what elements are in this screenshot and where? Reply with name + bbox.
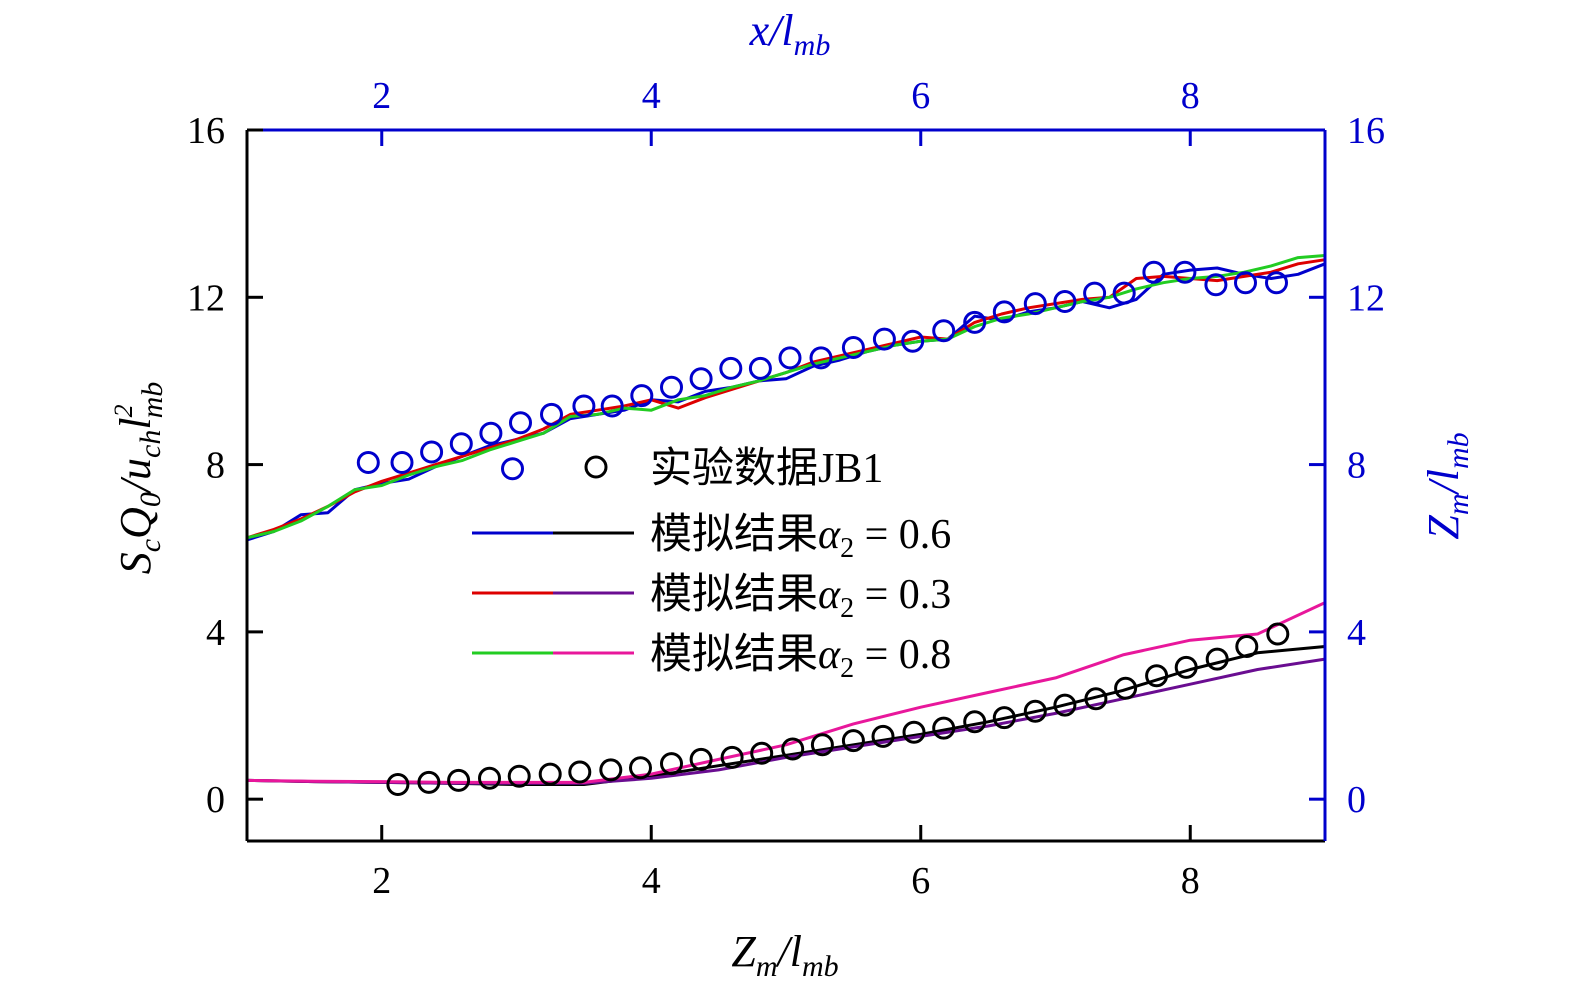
bottom-tick-label: 8 [1181,860,1200,902]
series-0-point [1083,281,1107,305]
series-0-point [872,327,896,351]
series-0-point [1265,271,1288,295]
series-0-point [600,394,624,418]
series-0-point [660,375,683,399]
left-tick-label: 16 [187,110,225,152]
series-1-point [781,737,805,761]
axis-ticks: 2 4 6 8 2 4 6 8 0 4 8 12 16 0 4 8 12 16 [187,75,1385,902]
legend-label-0.8: 模拟结果α2 = 0.8 [650,632,951,684]
series-1-point [1053,693,1077,717]
series-1-point [1266,622,1290,646]
series-7-line [246,601,1326,784]
series-0-point [509,411,532,435]
series-0-point [1142,260,1166,284]
series-0-point [1234,271,1257,295]
series-1-point [386,773,410,796]
series-1-point [992,706,1016,730]
legend-label-0.3: 模拟结果α2 = 0.3 [650,572,951,624]
right-tick-label: 12 [1347,277,1385,319]
series-0-point [630,384,654,408]
series-0-point [1173,260,1197,284]
series-0-point [572,394,596,418]
series-1-point [660,752,683,776]
series-1-point [932,716,956,740]
series-1-point [447,768,471,792]
left-tick-label: 8 [206,445,225,487]
bottom-tick-label: 2 [372,860,391,902]
series-1-point [1235,635,1259,658]
series-1-point [841,729,865,753]
series-0-point [932,319,956,343]
series-0-point [992,300,1016,324]
right-tick-label: 0 [1347,779,1366,821]
series-1-point [689,747,713,771]
bottom-tick-label: 6 [911,860,930,902]
series-0-point [420,440,444,464]
series-0-point [479,421,503,445]
series-4-line [246,254,1326,540]
left-tick-label: 0 [206,779,225,821]
top-tick-label: 2 [372,75,391,117]
series-1-point [1174,655,1198,679]
series-1-point [1205,647,1229,671]
series-1-point [1114,676,1138,700]
series-1-point [810,733,834,757]
left-axis-title: ScQ0/uchl2mb [109,382,169,575]
series-0-point [809,346,833,370]
series-0-point [1023,292,1047,316]
series-0-point [540,402,563,426]
series-0-point [778,346,802,370]
series-0-point [1112,281,1136,305]
bottom-axis-title: Zm/lmb [731,927,838,983]
top-tick-label: 4 [642,75,661,117]
series-1-point [599,758,623,782]
series-1-point [963,710,987,734]
series-1-point [507,764,531,788]
series-1-point [568,760,592,784]
left-tick-label: 12 [187,277,225,319]
series-0-point [1053,290,1077,313]
series-1-point [478,766,501,790]
plot-frame [245,128,1327,843]
top-tick-label: 8 [1181,75,1200,117]
series-0-point [390,451,414,474]
series-3-line [246,258,1326,540]
top-tick-label: 6 [911,75,930,117]
series-1-point [1145,664,1169,688]
series-1-point [538,762,562,786]
series-0-point [449,432,473,456]
series-1-point [750,741,774,765]
series-1-point [720,745,744,769]
right-tick-label: 8 [1347,445,1366,487]
legend-marker-experiment [584,455,608,479]
series-1-point [1023,699,1047,723]
legend-label-experiment: 实验数据JB1 [650,445,883,492]
legend: 实验数据JB1 模拟结果α2 = 0.6 模拟结果α2 = 0.3 模拟结果α2… [472,445,951,684]
series-1-point [871,724,895,748]
series-1-point [629,756,652,780]
series-0-point [901,329,925,353]
top-axis-title: x/lmb [749,6,831,62]
series-2-line [246,262,1326,542]
series-0-point [719,356,743,380]
series-0-point [841,336,865,359]
series-points [356,260,1290,796]
series-0-point [748,356,772,380]
series-1-point [1084,687,1108,711]
series-0-point [1204,273,1228,297]
series-1-point [902,720,926,744]
legend-label-0.6: 模拟结果α2 = 0.6 [650,512,951,564]
right-tick-label: 4 [1347,612,1366,654]
series-0-point [963,310,987,334]
bottom-tick-label: 4 [642,860,661,902]
series-0-point [689,367,713,391]
right-axis-title: Zm/lmb [1419,432,1475,539]
left-tick-label: 4 [206,612,225,654]
series-0-point [356,451,380,474]
series-0-point [501,457,524,481]
right-tick-label: 16 [1347,110,1385,152]
series-1-point [417,770,441,794]
